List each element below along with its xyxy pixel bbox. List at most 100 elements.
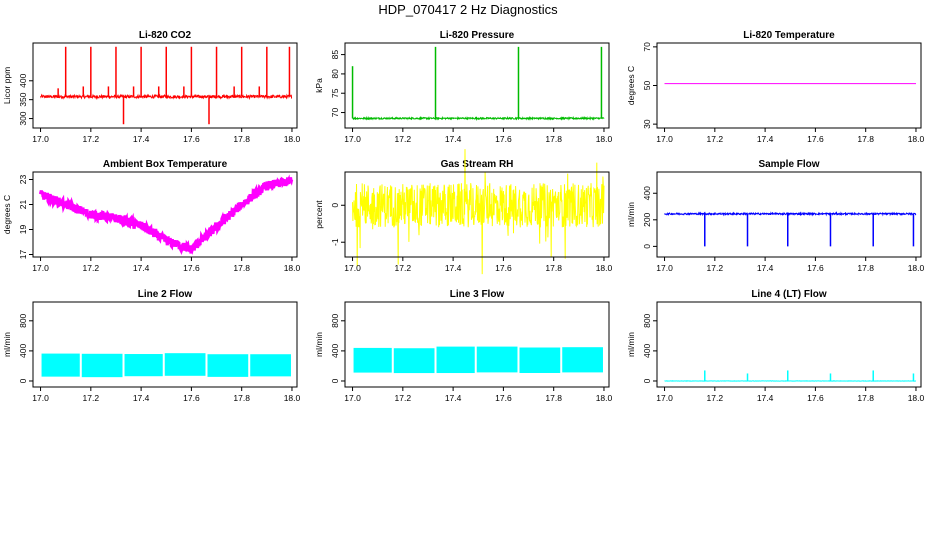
x-tick-label: 17.0 [344, 263, 361, 273]
panel-4: Ambient Box Temperature 17.0 17.2 17.4 17.6 1… [2, 159, 301, 273]
x-tick-label: 17.2 [707, 393, 724, 403]
series-line [664, 211, 917, 217]
panel-title: Sample Flow [758, 159, 819, 170]
y-tick-label: 400 [18, 344, 28, 358]
plot-frame [32, 171, 298, 258]
x-tick-label: 17.0 [344, 393, 361, 403]
x-tick-label: 17.0 [32, 263, 49, 273]
plot-frame [344, 301, 610, 388]
x-tick-label: 17.6 [807, 393, 824, 403]
x-tick-label: 17.4 [757, 393, 774, 403]
y-axis-label: Licor ppm [2, 67, 12, 104]
y-tick-label: 80 [330, 69, 340, 79]
series-line [352, 115, 605, 122]
y-tick-label: 0 [330, 378, 340, 383]
y-tick-label: 21 [18, 200, 28, 210]
x-tick-label: 17.2 [395, 393, 412, 403]
x-tick-label: 17.6 [807, 263, 824, 273]
panel-title: Ambient Box Temperature [103, 159, 228, 170]
plot-frame [344, 42, 610, 129]
plot-frame [656, 171, 922, 258]
panel-8: Line 3 Flow 17.0 17.2 17.4 17.6 17.8 18.0 0 400 8… [314, 289, 613, 403]
x-tick-label: 17.0 [656, 263, 673, 273]
y-tick-label: 0 [18, 378, 28, 383]
y-axis-label: kPa [314, 78, 324, 93]
band-segment [436, 346, 475, 374]
series-line [352, 149, 605, 275]
x-tick-label: 17.8 [545, 134, 562, 144]
band-segment [250, 354, 291, 377]
y-tick-label: 350 [18, 92, 28, 106]
panel-2: Li-820 Pressure 17.0 17.2 17.4 17.6 17.8 18.0 7… [314, 30, 613, 144]
panel-title: Gas Stream RH [441, 159, 514, 170]
panel-7: Line 2 Flow 17.0 17.2 17.4 17.6 17.8 18.0 0 400 8… [2, 289, 301, 403]
x-tick-label: 18.0 [596, 134, 613, 144]
x-tick-label: 17.2 [395, 134, 412, 144]
panel-title: Li-820 Pressure [440, 30, 515, 41]
x-tick-label: 17.6 [183, 393, 200, 403]
y-axis-label: ml/min [314, 332, 324, 357]
y-tick-label: 300 [18, 111, 28, 125]
x-tick-label: 17.6 [495, 134, 512, 144]
panel-title: Li-820 CO2 [139, 30, 192, 41]
band-segment [519, 347, 561, 373]
y-axis-label: ml/min [626, 332, 636, 357]
y-tick-label: 17 [18, 250, 28, 260]
y-tick-label: 75 [330, 88, 340, 98]
x-tick-label: 17.8 [545, 263, 562, 273]
x-tick-label: 17.8 [857, 393, 874, 403]
y-tick-label: 400 [18, 73, 28, 87]
x-tick-label: 17.4 [445, 393, 462, 403]
y-axis-label: degrees C [626, 66, 636, 105]
x-tick-label: 17.4 [757, 263, 774, 273]
x-tick-label: 17.8 [233, 263, 250, 273]
x-tick-label: 17.4 [133, 263, 150, 273]
y-tick-label: 0 [642, 244, 652, 249]
y-axis-label: degrees C [2, 195, 12, 234]
plot-frame [656, 42, 922, 129]
x-tick-label: 17.2 [83, 263, 100, 273]
panel-3: Li-820 Temperature 17.0 17.2 17.4 17.6 17.8 18… [626, 30, 925, 144]
band-segment [41, 353, 80, 377]
x-tick-label: 17.8 [233, 134, 250, 144]
x-tick-label: 17.8 [545, 393, 562, 403]
x-tick-label: 17.0 [656, 134, 673, 144]
y-axis-label: ml/min [626, 202, 636, 227]
x-tick-label: 17.2 [83, 393, 100, 403]
x-tick-label: 17.8 [857, 134, 874, 144]
x-tick-label: 17.6 [183, 134, 200, 144]
y-tick-label: -1 [330, 238, 340, 246]
band-segment [124, 354, 163, 377]
x-tick-label: 18.0 [284, 393, 301, 403]
x-tick-label: 17.6 [183, 263, 200, 273]
y-tick-label: 400 [642, 344, 652, 358]
y-tick-label: 400 [330, 344, 340, 358]
x-tick-label: 17.8 [233, 393, 250, 403]
y-tick-label: 0 [330, 203, 340, 208]
x-tick-label: 17.4 [133, 134, 150, 144]
x-tick-label: 17.0 [32, 134, 49, 144]
y-tick-label: 0 [642, 378, 652, 383]
panel-5: Gas Stream RH 17.0 17.2 17.4 17.6 17.8 18.0 -1 0… [314, 149, 613, 275]
x-tick-label: 17.0 [32, 393, 49, 403]
panel-1: Li-820 CO2 17.0 17.2 17.4 17.6 17.8 18.0 300 350… [2, 30, 301, 144]
band-segment [164, 353, 206, 376]
band-segment [476, 346, 518, 373]
y-tick-label: 70 [330, 108, 340, 118]
y-tick-label: 800 [330, 313, 340, 327]
plot-frame [344, 171, 610, 258]
x-tick-label: 17.6 [495, 263, 512, 273]
panel-6: Sample Flow 17.0 17.2 17.4 17.6 17.8 18.0 0 200 4… [626, 159, 925, 273]
x-tick-label: 17.6 [495, 393, 512, 403]
panel-title: Line 4 (LT) Flow [751, 289, 827, 300]
series-line [38, 174, 294, 256]
y-tick-label: 800 [18, 313, 28, 327]
x-tick-label: 17.2 [707, 134, 724, 144]
panel-9: Line 4 (LT) Flow 17.0 17.2 17.4 17.6 17.8 18.0… [626, 289, 925, 403]
plot-frame [32, 42, 298, 129]
x-tick-label: 17.0 [344, 134, 361, 144]
band-segment [562, 347, 603, 373]
y-tick-label: 50 [642, 81, 652, 91]
y-tick-label: 800 [642, 313, 652, 327]
